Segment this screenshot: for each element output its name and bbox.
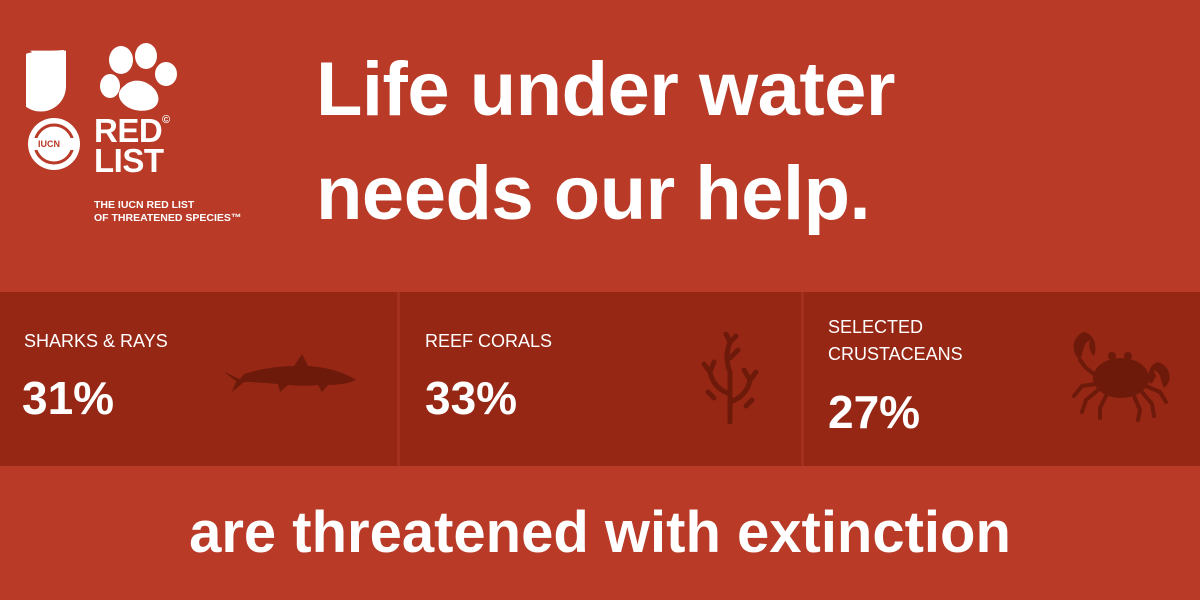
stat-card-selected-crustaceans: SELECTED CRUSTACEANS 27% (804, 292, 1200, 466)
shark-icon (224, 354, 356, 392)
stat-value: 27% (828, 386, 921, 438)
stats-band: SHARKS & RAYS 31% REEF CORALS 33% (0, 292, 1200, 466)
copyright-mark: © (162, 114, 171, 126)
headline-line1: Life under water (316, 47, 896, 132)
red-list-line2: LIST (94, 142, 164, 179)
stat-label: SELECTED CRUSTACEANS (828, 317, 963, 364)
stat-label: REEF CORALS (425, 331, 553, 351)
coral-icon (701, 332, 759, 424)
tagline-line2: OF THREATENED SPECIES™ (94, 212, 242, 224)
stat-value: 31% (22, 372, 115, 424)
stat-value: 33% (425, 372, 518, 424)
logo-mark-icon (26, 43, 177, 170)
stat-label: SHARKS & RAYS (24, 331, 168, 351)
iucn-badge-text: IUCN (38, 139, 60, 149)
stat-card-sharks-rays: SHARKS & RAYS 31% (0, 292, 400, 466)
logo-tagline: THE IUCN RED LIST OF THREATENED SPECIES™ (94, 199, 241, 225)
stat-card-reef-corals: REEF CORALS 33% (400, 292, 804, 466)
footer-tagline: are threatened with extinction (189, 500, 1011, 565)
headline: Life under water needs our help. (316, 38, 1176, 246)
iucn-red-list-logo: IUCN RED LIST © THE IUCN RED LIST OF THR… (26, 42, 286, 242)
red-list-wordmark: RED LIST (94, 112, 164, 179)
red-list-line1: RED (94, 112, 163, 149)
tagline-line1: THE IUCN RED LIST (94, 199, 195, 211)
headline-line2: needs our help. (316, 151, 871, 236)
crab-icon (1072, 332, 1170, 422)
